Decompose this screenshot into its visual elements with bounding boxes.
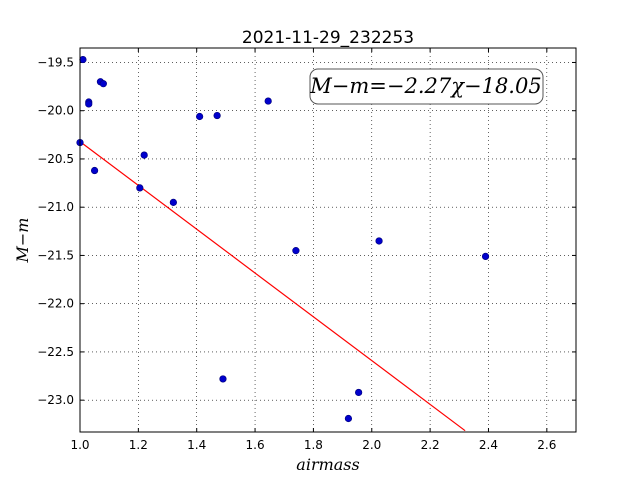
y-tick-label: −23.0 bbox=[37, 393, 74, 407]
x-tick-label: 2.2 bbox=[421, 438, 440, 452]
x-tick-label: 1.0 bbox=[70, 438, 89, 452]
annotation-box: M−m=−2.27χ−18.05 bbox=[309, 68, 544, 105]
x-tick-label: 1.2 bbox=[129, 438, 148, 452]
annotation-border bbox=[309, 68, 544, 105]
fit-line-group bbox=[79, 141, 466, 432]
data-point bbox=[292, 247, 300, 255]
data-point bbox=[169, 198, 177, 206]
data-point bbox=[219, 375, 227, 383]
data-point bbox=[196, 112, 204, 121]
plot-frame bbox=[79, 47, 577, 433]
y-tick-label: −20.0 bbox=[37, 104, 74, 118]
chart-title: 2021-11-29_232253 bbox=[242, 28, 414, 48]
y-tick-label: −21.0 bbox=[37, 200, 74, 214]
x-axis-label: airmass bbox=[296, 455, 359, 474]
grid bbox=[80, 48, 576, 432]
y-tick-label: −20.5 bbox=[37, 152, 74, 166]
fit-line bbox=[79, 141, 466, 432]
data-point bbox=[355, 388, 363, 397]
data-point bbox=[264, 97, 272, 105]
x-tick-label: 1.8 bbox=[304, 438, 323, 452]
y-tick-label: −22.0 bbox=[37, 297, 74, 311]
data-point bbox=[375, 237, 383, 245]
x-tick-label: 1.6 bbox=[246, 438, 265, 452]
x-tick-label: 2.4 bbox=[479, 438, 498, 452]
points-group bbox=[76, 55, 490, 423]
data-point bbox=[85, 100, 93, 108]
data-point bbox=[213, 111, 221, 120]
data-point bbox=[140, 151, 148, 159]
fit-equation: M−m=−2.27χ−18.05 bbox=[309, 74, 541, 98]
data-point bbox=[136, 184, 144, 192]
y-tick-label: −22.5 bbox=[37, 345, 74, 359]
x-tick-label: 2.0 bbox=[362, 438, 381, 452]
data-point bbox=[79, 55, 87, 64]
x-tick-label: 2.6 bbox=[537, 438, 556, 452]
data-point bbox=[90, 166, 99, 175]
y-tick-label: −21.5 bbox=[37, 248, 74, 262]
ticks: 1.0 1.2 1.4 1.6 1.8 2.0 2.2 2.4 2.6 −19.5 −20.0 −20… bbox=[37, 48, 576, 452]
data-point bbox=[99, 80, 107, 88]
x-tick-label: 1.4 bbox=[187, 438, 206, 452]
data-point bbox=[481, 252, 490, 261]
y-tick-label: −19.5 bbox=[37, 55, 74, 69]
data-point bbox=[344, 414, 353, 423]
plot-area bbox=[80, 48, 576, 432]
y-axis-label: M−m bbox=[13, 218, 32, 264]
